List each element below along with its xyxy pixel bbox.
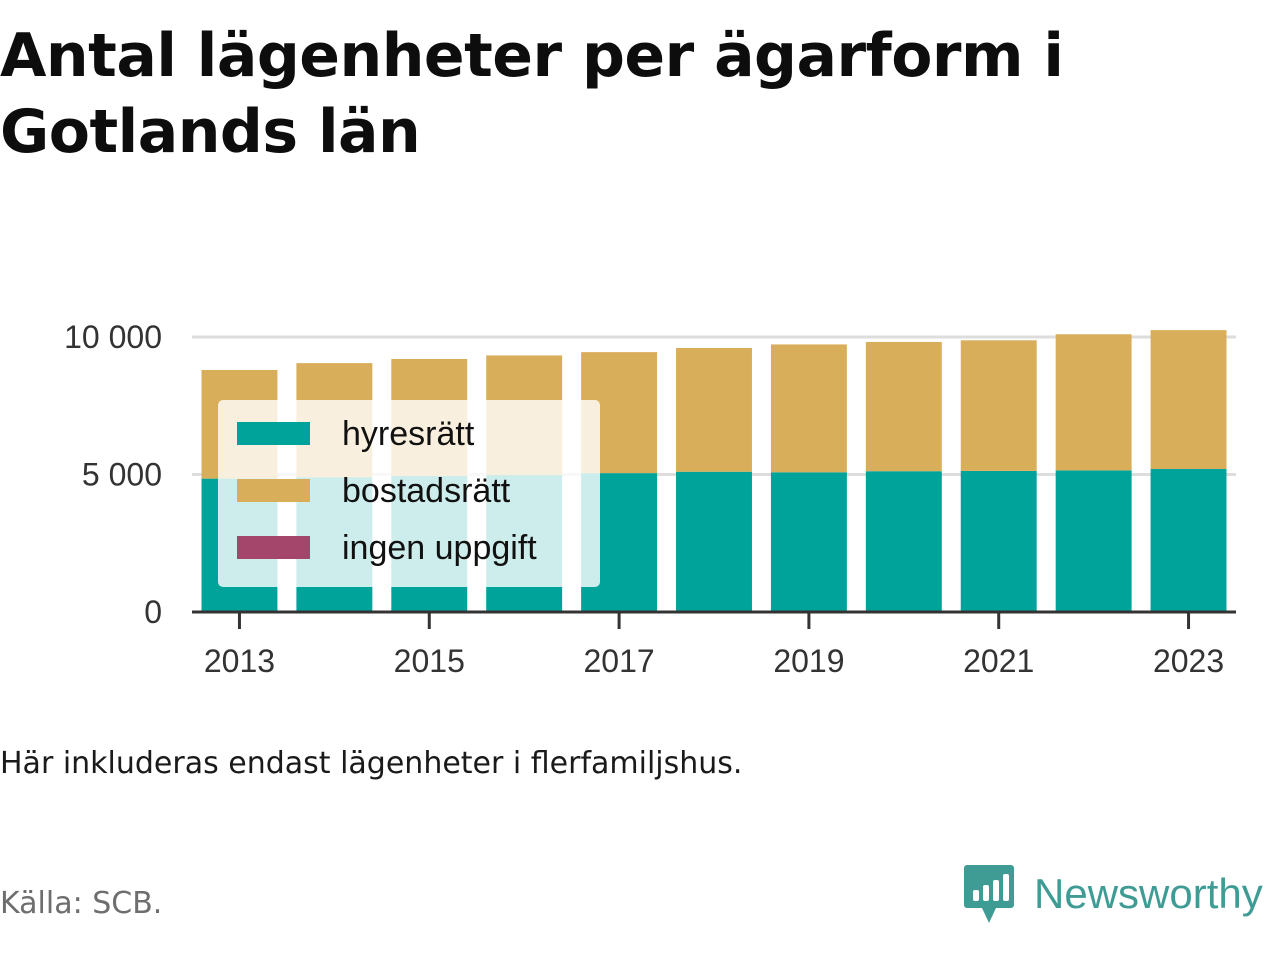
bar-segment: [676, 471, 752, 612]
chart-title: Antal lägenheter per ägarform i Gotlands…: [0, 21, 1064, 167]
bar-segment: [1055, 334, 1132, 471]
bar-segment: [1150, 330, 1227, 469]
y-tick-label: 5 000: [82, 457, 162, 493]
chart-note: Här inkluderas endast lägenheter i flerf…: [0, 746, 743, 781]
bar-segment: [1055, 470, 1132, 612]
bar-chart-speech-bubble-icon: [964, 865, 1014, 923]
y-tick-label: 10 000: [64, 319, 162, 355]
legend-swatch: [237, 422, 310, 445]
bar-segment: [960, 340, 1037, 471]
bar-segment: [1150, 469, 1227, 612]
bar-segment: [865, 471, 942, 612]
x-tick-label: 2015: [394, 643, 465, 679]
legend-label: hyresrätt: [342, 415, 475, 453]
bar-segment: [676, 348, 752, 472]
source-text: Källa: SCB.: [0, 886, 163, 921]
x-axis-ticks: 2013 2015 2017 2019 2021 2023: [204, 612, 1224, 679]
legend-swatch: [237, 536, 310, 559]
y-tick-label: 0: [144, 594, 162, 630]
bar-segment: [865, 341, 942, 472]
x-tick-label: 2017: [583, 643, 654, 679]
brand-name: Newsworthy: [1034, 870, 1263, 917]
bar-segment: [770, 472, 847, 612]
y-axis-ticks: 0 5 000 10 000: [64, 319, 162, 630]
legend: hyresrätt bostadsrätt ingen uppgift: [218, 400, 600, 587]
x-tick-label: 2021: [963, 643, 1034, 679]
x-tick-label: 2019: [773, 643, 844, 679]
stacked-bar-chart: 0 5 000 10 000 2013 2015 2017 2019 2021 2023 hy…: [64, 319, 1236, 679]
x-tick-label: 2023: [1153, 643, 1224, 679]
bar-segment: [770, 344, 847, 473]
brand-logo: Newsworthy: [964, 862, 1263, 926]
legend-box: [218, 400, 600, 587]
x-tick-label: 2013: [204, 643, 275, 679]
bar-segment: [960, 470, 1037, 612]
legend-label: ingen uppgift: [342, 529, 537, 567]
legend-swatch: [237, 479, 310, 502]
legend-label: bostadsrätt: [342, 472, 511, 510]
